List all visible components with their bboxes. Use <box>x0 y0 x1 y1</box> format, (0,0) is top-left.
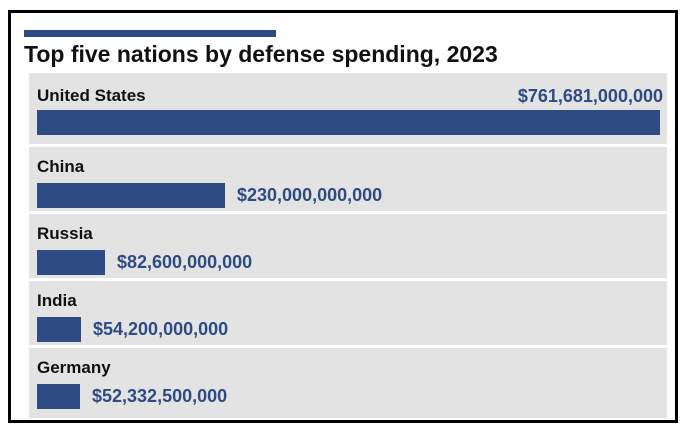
bar-row: Russia $82,600,000,000 <box>29 214 667 278</box>
bar-row: United States $761,681,000,000 <box>29 73 667 144</box>
value-label: $52,332,500,000 <box>92 386 228 406</box>
data-bar <box>37 110 660 135</box>
chart-rows: United States $761,681,000,000 China $230,0… <box>29 73 667 420</box>
value-label: $82,600,000,000 <box>117 252 253 272</box>
data-bar <box>37 250 105 275</box>
bar-row: Germany $52,332,500,000 <box>29 348 667 418</box>
bar-row: India $54,200,000,000 <box>29 281 667 345</box>
bar-row: China $230,000,000,000 <box>29 147 667 211</box>
category-label: Russia <box>37 224 93 243</box>
category-label: United States <box>37 86 146 105</box>
data-bar <box>37 183 225 208</box>
chart-title: Top five nations by defense spending, 20… <box>24 41 498 67</box>
value-label: $230,000,000,000 <box>237 185 383 205</box>
value-label: $761,681,000,000 <box>517 86 663 106</box>
value-label: $54,200,000,000 <box>93 319 229 339</box>
title-accent-bar <box>24 30 276 37</box>
category-label: China <box>37 157 85 176</box>
category-label: India <box>37 291 77 310</box>
chart-frame: Top five nations by defense spending, 20… <box>8 10 678 423</box>
data-bar <box>37 384 80 409</box>
category-label: Germany <box>37 358 111 377</box>
data-bar <box>37 317 81 342</box>
